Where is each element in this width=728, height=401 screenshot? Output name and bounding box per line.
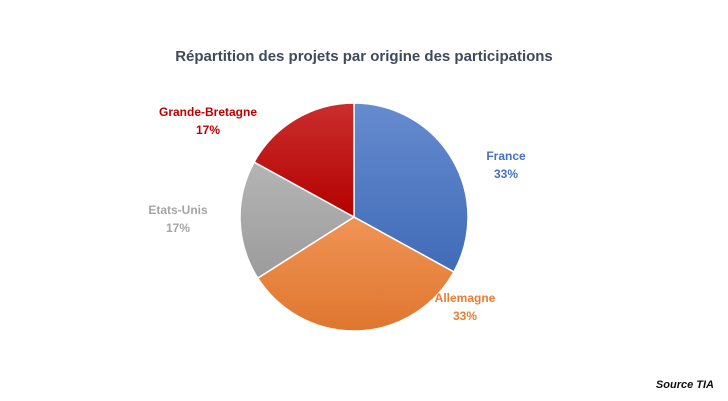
data-value-etats-unis: 17% — [166, 221, 190, 235]
data-label-grande-bretagne: Grande-Bretagne — [159, 105, 257, 119]
pie-slice-grande-bretagne — [253, 102, 355, 219]
data-label-allemagne: Allemagne — [435, 291, 496, 305]
data-value-allemagne: 33% — [453, 309, 477, 323]
pie-slice-france — [353, 102, 469, 273]
data-value-france: 33% — [494, 167, 518, 181]
data-label-france: France — [486, 149, 526, 163]
data-label-etats-unis: Etats-Unis — [148, 203, 208, 217]
data-value-grande-bretagne: 17% — [196, 123, 220, 137]
source-note: Source TIA — [655, 379, 714, 391]
pie-slice-allemagne — [256, 216, 455, 332]
chart-title: Répartition des projets par origine des … — [175, 48, 553, 65]
pie-slice-etats-unis — [239, 161, 356, 280]
